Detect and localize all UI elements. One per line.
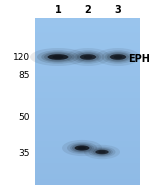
Ellipse shape <box>52 55 64 59</box>
Ellipse shape <box>72 144 92 152</box>
Ellipse shape <box>44 53 72 62</box>
Ellipse shape <box>107 53 129 62</box>
Text: EPHB3: EPHB3 <box>128 54 150 64</box>
Text: 35: 35 <box>18 148 30 158</box>
Ellipse shape <box>30 48 86 66</box>
Ellipse shape <box>66 48 110 66</box>
Ellipse shape <box>84 145 120 159</box>
Text: 3: 3 <box>115 5 121 15</box>
Ellipse shape <box>48 54 69 60</box>
Ellipse shape <box>96 48 140 66</box>
Ellipse shape <box>78 146 86 150</box>
Ellipse shape <box>48 54 68 60</box>
Ellipse shape <box>67 142 97 154</box>
Text: 2: 2 <box>85 5 91 15</box>
Ellipse shape <box>62 140 102 156</box>
Ellipse shape <box>105 52 131 62</box>
Ellipse shape <box>96 150 108 155</box>
Ellipse shape <box>110 54 126 60</box>
Ellipse shape <box>75 146 90 151</box>
Ellipse shape <box>77 53 99 62</box>
Ellipse shape <box>102 50 135 64</box>
Text: 120: 120 <box>13 53 30 62</box>
Ellipse shape <box>114 55 122 59</box>
Ellipse shape <box>95 150 109 154</box>
Ellipse shape <box>75 52 101 62</box>
Text: 50: 50 <box>18 113 30 122</box>
Ellipse shape <box>70 143 94 153</box>
Ellipse shape <box>80 54 96 60</box>
Ellipse shape <box>41 52 75 62</box>
Text: 85: 85 <box>18 71 30 80</box>
Ellipse shape <box>37 50 79 64</box>
Ellipse shape <box>84 55 92 59</box>
Ellipse shape <box>80 54 96 60</box>
Ellipse shape <box>93 148 111 156</box>
Ellipse shape <box>88 147 116 157</box>
Ellipse shape <box>110 54 126 60</box>
Text: 1: 1 <box>55 5 61 15</box>
Ellipse shape <box>98 151 106 153</box>
Ellipse shape <box>72 50 105 64</box>
Ellipse shape <box>75 145 89 151</box>
Ellipse shape <box>91 148 113 156</box>
